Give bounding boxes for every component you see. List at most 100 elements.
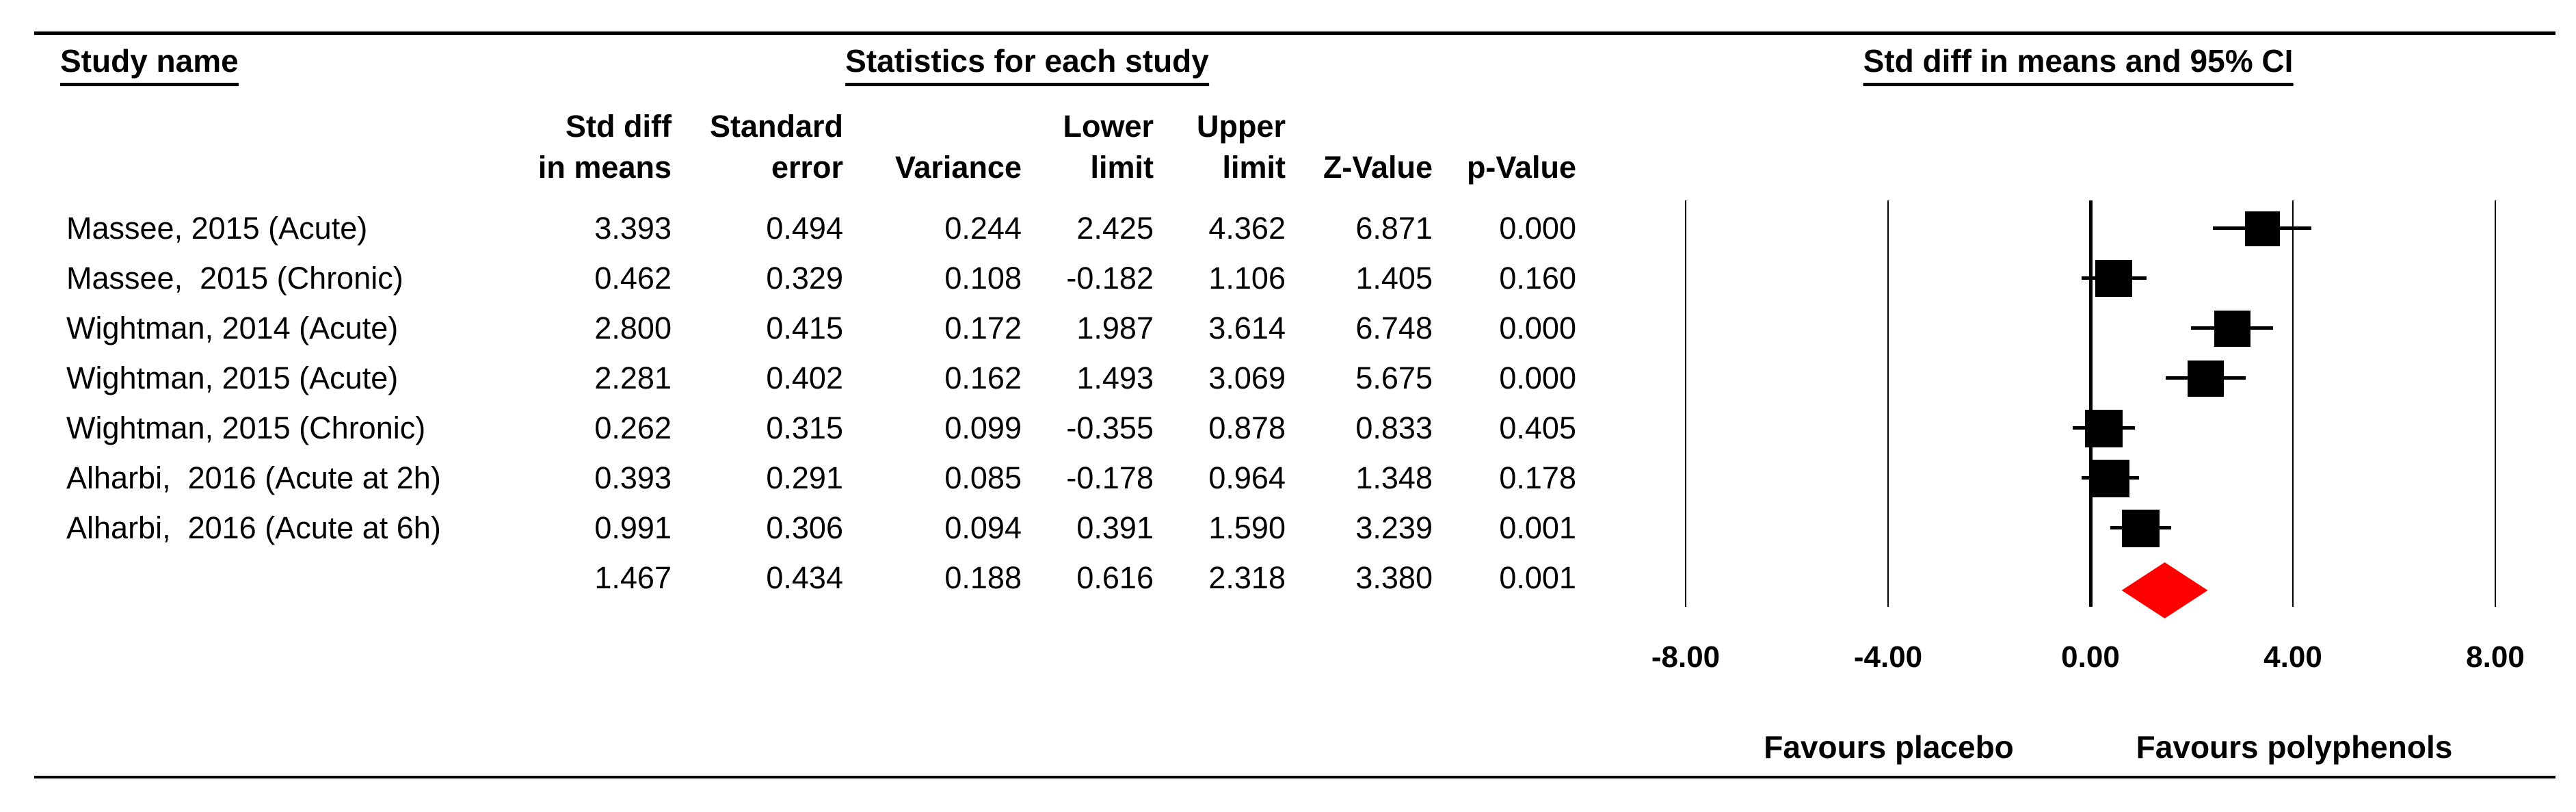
effect-size-box [2121,509,2160,547]
stat-value-z: 6.748 [1355,311,1433,345]
stat-value-std_err: 0.434 [766,560,843,595]
stat-value-upper: 2.318 [1208,560,1286,595]
axis-tick-label: -4.00 [1853,640,1923,674]
stat-value-variance: 0.108 [944,261,1022,296]
stat-value-std_diff: 2.281 [594,361,672,395]
stat-value-std_diff: 0.462 [594,261,672,296]
axis-tick-label: 4.00 [2263,640,2322,674]
column-header: Lower limit [860,107,1154,189]
stat-value-upper: 3.614 [1208,311,1286,345]
stat-value-z: 3.239 [1355,510,1433,545]
column-header-line1: Upper [1196,109,1286,144]
stat-value-std_diff: 0.262 [594,410,672,445]
column-header-line2: p-Value [1466,150,1576,185]
stat-value-variance: 0.244 [944,211,1022,246]
stat-value-std_err: 0.329 [766,261,843,296]
column-header: Variance [728,107,1022,189]
column-header: Z-Value [1139,107,1433,189]
column-header-line2: Z-Value [1323,150,1433,185]
stat-value-p: 0.405 [1499,410,1576,445]
stat-value-p: 0.000 [1499,361,1576,395]
effect-size-box [2188,360,2225,397]
stat-value-z: 1.405 [1355,261,1433,296]
stat-value-variance: 0.094 [944,510,1022,545]
gridline [2292,200,2294,607]
axis-tick-label: 8.00 [2466,640,2525,674]
effect-size-box [2095,260,2133,297]
stat-value-lower: -0.178 [1066,460,1154,495]
study-label: Wightman, 2014 (Acute) [66,311,399,345]
study-name-header: Study name [60,43,239,86]
column-header-line2: limit [1090,150,1154,185]
stat-value-variance: 0.099 [944,410,1022,445]
favours-placebo-label: Favours placebo [1764,729,2014,765]
study-label: Alharbi, 2016 (Acute at 6h) [66,510,441,545]
column-header-line1: Std diff [566,109,672,144]
column-header-line1 [1282,107,1576,148]
stat-value-std_err: 0.306 [766,510,843,545]
stat-value-std_diff: 0.991 [594,510,672,545]
column-header-line1: Lower [1063,109,1154,144]
stat-value-variance: 0.172 [944,311,1022,345]
effect-size-box [2091,459,2129,497]
column-header: Standard error [549,107,843,189]
stat-value-std_err: 0.402 [766,361,843,395]
stat-value-p: 0.001 [1499,510,1576,545]
axis-tick-label: -8.00 [1651,640,1721,674]
stat-value-lower: 0.391 [1076,510,1154,545]
column-header: p-Value [1282,107,1576,189]
stat-value-z: 1.348 [1355,460,1433,495]
stat-value-lower: 0.616 [1076,560,1154,595]
stat-value-z: 0.833 [1355,410,1433,445]
axis-tick-label: 0.00 [2061,640,2120,674]
stat-value-p: 0.000 [1499,311,1576,345]
stat-value-variance: 0.162 [944,361,1022,395]
effect-size-box [2244,211,2280,246]
stat-value-upper: 1.590 [1208,510,1286,545]
plot-header: Std diff in means and 95% CI [1863,43,2294,86]
gridline [1887,200,1889,607]
stat-value-std_diff: 3.393 [594,211,672,246]
statistics-header: Statistics for each study [845,43,1209,86]
stat-value-p: 0.001 [1499,560,1576,595]
column-header: Std diff in means [377,107,672,189]
stat-value-p: 0.000 [1499,211,1576,246]
column-header-line2: limit [1222,150,1286,185]
stat-value-z: 5.675 [1355,361,1433,395]
column-header-line2: in means [537,150,672,185]
stat-value-std_err: 0.415 [766,311,843,345]
summary-diamond [2121,562,2208,618]
effect-size-box [2214,310,2250,347]
stat-value-p: 0.178 [1499,460,1576,495]
column-header-line1: Standard [709,109,843,144]
stat-value-variance: 0.085 [944,460,1022,495]
study-label: Wightman, 2015 (Acute) [66,361,399,395]
top-rule [34,31,2555,35]
bottom-rule [34,776,2555,778]
column-header: Upper limit [992,107,1286,189]
column-header-line2: Variance [894,150,1022,185]
stat-value-std_err: 0.291 [766,460,843,495]
stat-value-upper: 0.878 [1208,410,1286,445]
stat-value-std_err: 0.315 [766,410,843,445]
gridline [2495,200,2496,607]
column-header-line2: error [771,150,843,185]
stat-value-upper: 0.964 [1208,460,1286,495]
stat-value-std_diff: 2.800 [594,311,672,345]
stat-value-std_diff: 1.467 [594,560,672,595]
stat-value-upper: 1.106 [1208,261,1286,296]
stat-value-p: 0.160 [1499,261,1576,296]
study-label: Alharbi, 2016 (Acute at 2h) [66,460,441,495]
stat-value-lower: 1.493 [1076,361,1154,395]
stat-value-lower: -0.355 [1066,410,1154,445]
zero-line [2088,200,2093,607]
stat-value-z: 6.871 [1355,211,1433,246]
stat-value-std_err: 0.494 [766,211,843,246]
stat-value-lower: 1.987 [1076,311,1154,345]
stat-value-upper: 4.362 [1208,211,1286,246]
gridline [1685,200,1686,607]
study-label: Massee, 2015 (Acute) [66,211,368,246]
stat-value-lower: 2.425 [1076,211,1154,246]
effect-size-box [2084,409,2123,447]
